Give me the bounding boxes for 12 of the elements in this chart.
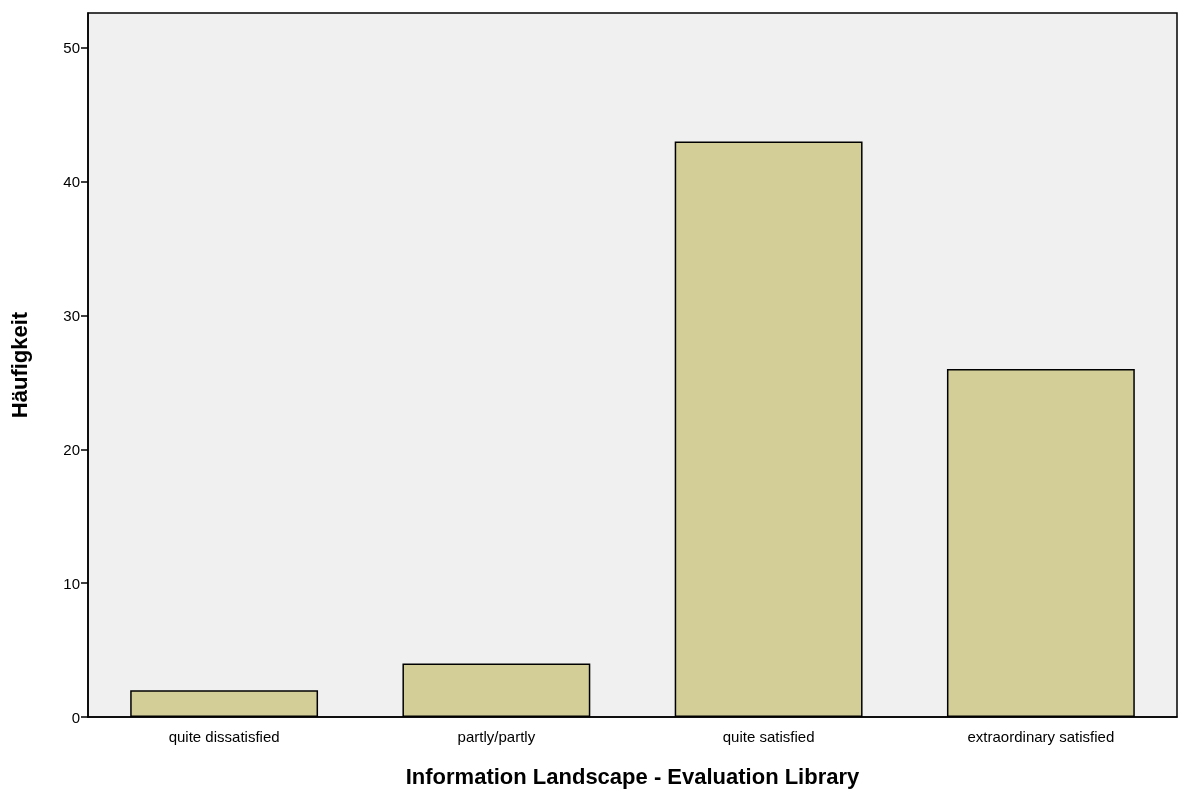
x-axis-title: Information Landscape - Evaluation Library [405,763,861,789]
y-axis-title: Häufigkeit [6,311,32,419]
x-tick-label: extraordinary satisfied [967,728,1115,745]
y-tick-label: 10 [63,574,80,592]
y-tick-label: 40 [63,173,80,191]
x-tick-label: partly/partly [457,728,536,745]
y-tick-label: 30 [63,306,80,324]
y-tick-label: 50 [63,39,80,57]
y-tick-label: 0 [71,708,80,726]
y-tick-label: 20 [63,440,80,458]
x-tick-label: quite dissatisfied [168,728,280,745]
x-tick-label: quite satisfied [722,728,815,745]
